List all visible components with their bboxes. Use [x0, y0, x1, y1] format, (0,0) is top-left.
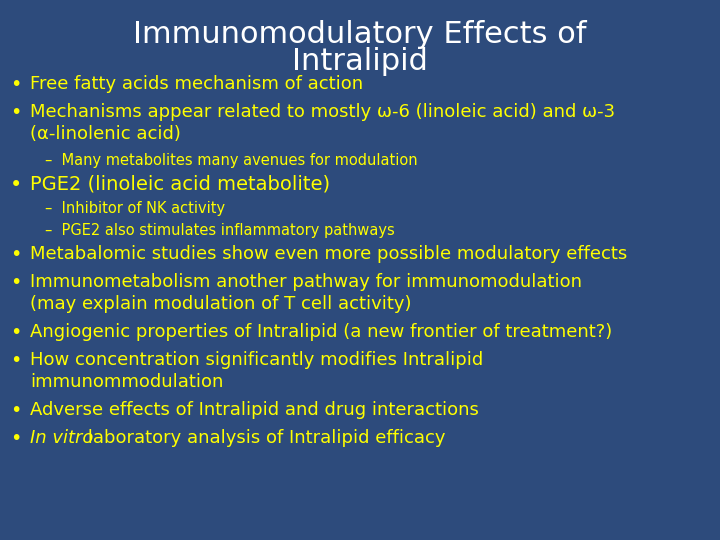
Text: •: • [10, 175, 22, 195]
Text: (α-linolenic acid): (α-linolenic acid) [30, 125, 181, 143]
Text: PGE2 (linoleic acid metabolite): PGE2 (linoleic acid metabolite) [30, 175, 330, 194]
Text: immunommodulation: immunommodulation [30, 373, 223, 391]
Text: Intralipid: Intralipid [292, 47, 428, 76]
Text: Immunometabolism another pathway for immunomodulation: Immunometabolism another pathway for imm… [30, 273, 582, 291]
Text: –  Many metabolites many avenues for modulation: – Many metabolites many avenues for modu… [45, 153, 418, 168]
Text: •: • [10, 401, 22, 420]
Text: •: • [10, 273, 22, 292]
Text: •: • [10, 103, 22, 122]
Text: (may explain modulation of T cell activity): (may explain modulation of T cell activi… [30, 295, 412, 313]
Text: Immunomodulatory Effects of: Immunomodulatory Effects of [133, 20, 587, 49]
Text: •: • [10, 323, 22, 342]
Text: Metabalomic studies show even more possible modulatory effects: Metabalomic studies show even more possi… [30, 245, 627, 263]
Text: Mechanisms appear related to mostly ω-6 (linoleic acid) and ω-3: Mechanisms appear related to mostly ω-6 … [30, 103, 615, 121]
Text: •: • [10, 351, 22, 370]
Text: –  Inhibitor of NK activity: – Inhibitor of NK activity [45, 201, 225, 216]
Text: •: • [10, 429, 22, 448]
Text: •: • [10, 75, 22, 94]
Text: Free fatty acids mechanism of action: Free fatty acids mechanism of action [30, 75, 363, 93]
Text: In vitro: In vitro [30, 429, 94, 447]
Text: –  PGE2 also stimulates inflammatory pathways: – PGE2 also stimulates inflammatory path… [45, 223, 395, 238]
Text: Angiogenic properties of Intralipid (a new frontier of treatment?): Angiogenic properties of Intralipid (a n… [30, 323, 612, 341]
Text: Adverse effects of Intralipid and drug interactions: Adverse effects of Intralipid and drug i… [30, 401, 479, 419]
Text: laboratory analysis of Intralipid efficacy: laboratory analysis of Intralipid effica… [82, 429, 446, 447]
Text: How concentration significantly modifies Intralipid: How concentration significantly modifies… [30, 351, 483, 369]
Text: •: • [10, 245, 22, 264]
